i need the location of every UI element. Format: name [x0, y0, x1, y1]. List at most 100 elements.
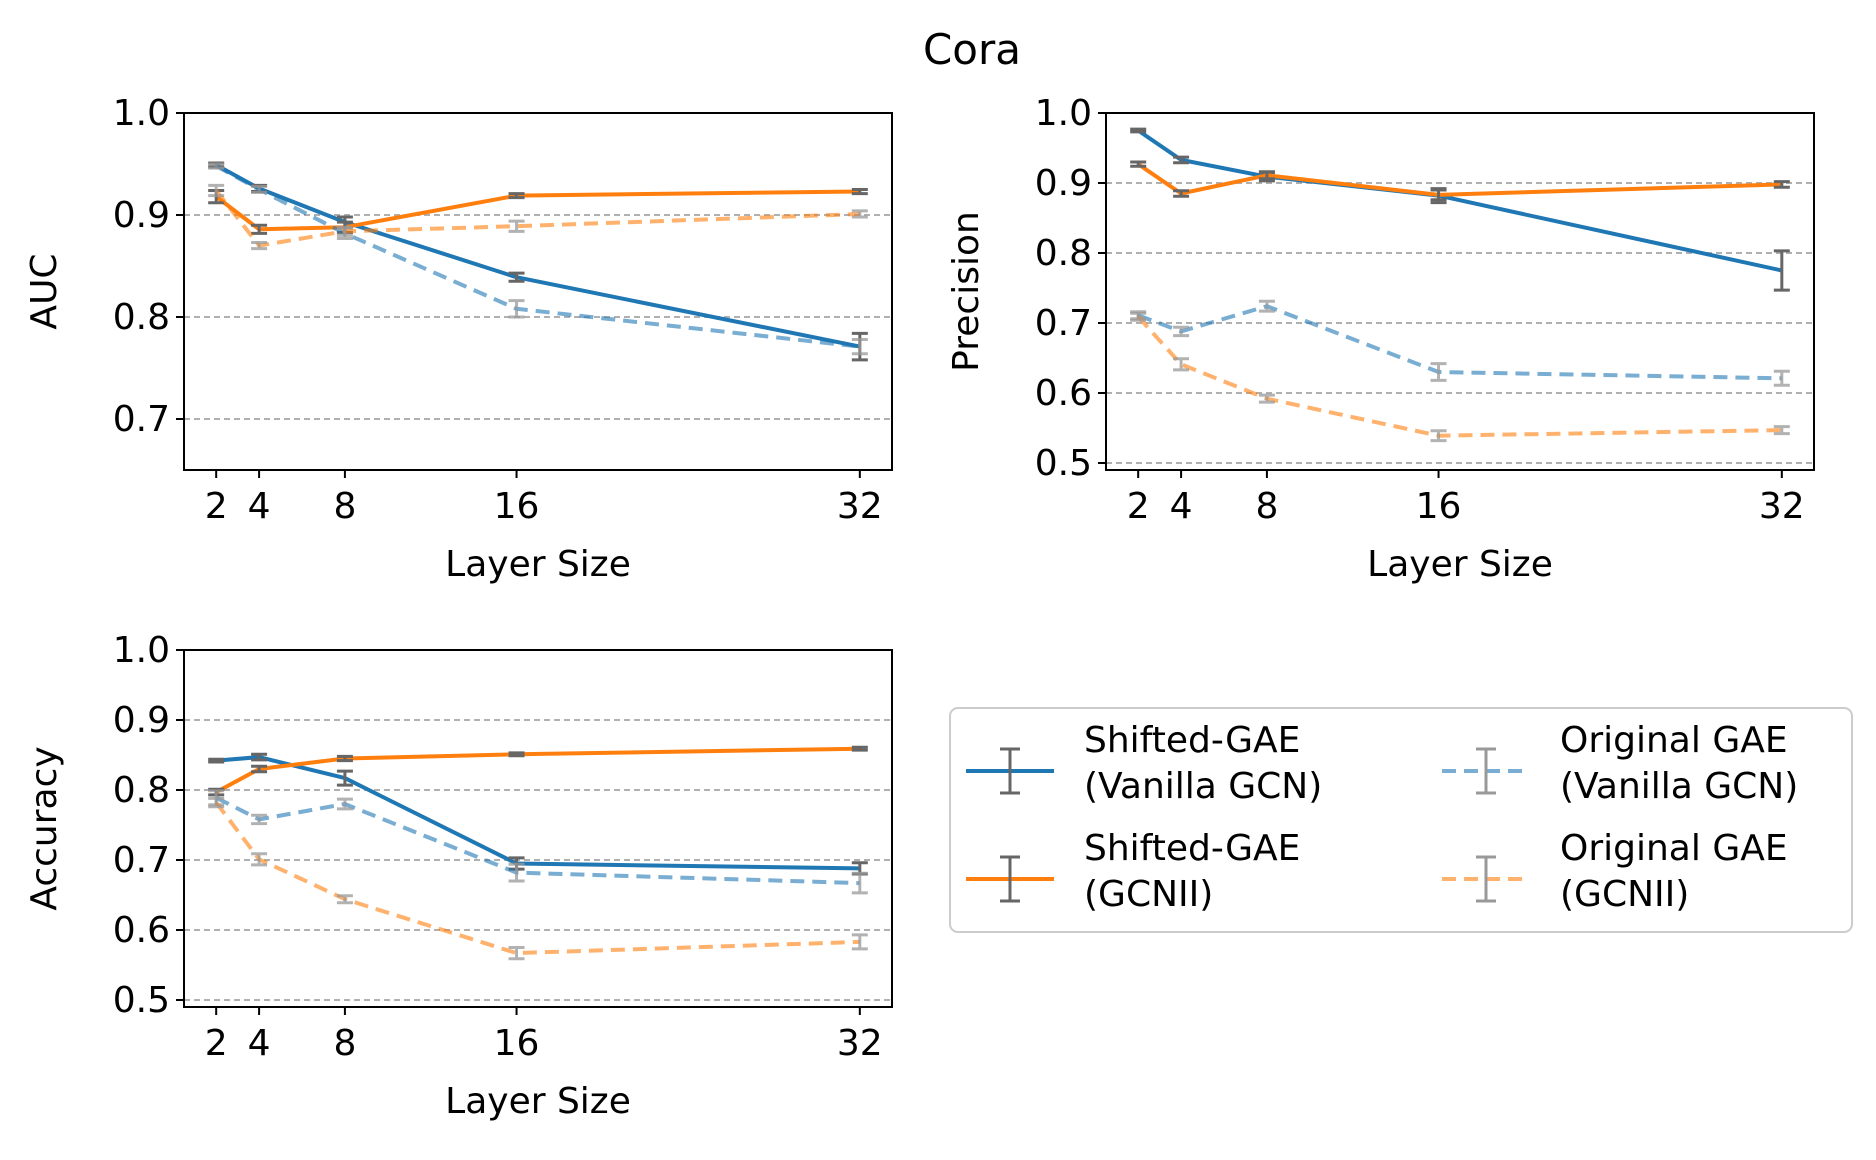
x-tick-label: 4 — [248, 486, 271, 527]
errorbar-shifted_vanilla — [1173, 155, 1190, 165]
x-tick-label: 32 — [1759, 486, 1805, 527]
errorbar-shifted_vanilla — [1130, 127, 1147, 134]
x-axis-label: Layer Size — [1367, 544, 1553, 585]
legend-handle-original_vanilla — [1442, 747, 1530, 795]
y-axis-label: AUC — [24, 253, 65, 329]
precision-panel: 0.5 0.6 0.7 0.8 0.9 1.0 2 4 8 16 32 Layer Size Preci… — [946, 93, 1815, 585]
errorbar-original_gcnii — [508, 946, 525, 961]
x-axis-label: Layer Size — [445, 544, 631, 585]
errorbar-original_gcnii — [251, 852, 268, 867]
errorbar-shifted_vanilla — [1773, 249, 1790, 292]
x-tick-label: 4 — [1170, 486, 1193, 527]
y-tick-label: 0.5 — [113, 980, 170, 1021]
accuracy-panel: 0.5 0.6 0.7 0.8 0.9 1.0 2 4 8 16 32 Layer Size Accur… — [24, 630, 893, 1122]
y-tick-label: 0.5 — [1035, 443, 1092, 484]
errorbar-original_gcnii — [1173, 357, 1190, 372]
errorbar-original_gcnii — [1773, 425, 1790, 436]
y-tick-label: 1.0 — [113, 630, 170, 671]
legend-handle-shifted_gcnii — [966, 855, 1054, 903]
errorbar-original_vanilla — [1773, 369, 1790, 387]
x-tick-label: 32 — [837, 486, 883, 527]
errorbar-original_vanilla — [336, 797, 353, 811]
errorbar-shifted_vanilla — [336, 769, 353, 787]
errorbar-original_vanilla — [508, 299, 525, 319]
errorbar-original_vanilla — [1430, 362, 1447, 382]
y-tick-label: 0.7 — [1035, 303, 1092, 344]
x-tick-label: 32 — [837, 1023, 883, 1064]
legend-entry-label-line1: Original GAE — [1560, 828, 1788, 869]
errorbar-shifted_gcnii — [1773, 180, 1790, 189]
errorbar-original_vanilla — [1173, 325, 1190, 338]
errorbar-shifted_gcnii — [1430, 188, 1447, 202]
errorbar-shifted_vanilla — [208, 757, 225, 764]
errorbar-shifted_gcnii — [508, 192, 525, 200]
x-tick-label: 4 — [248, 1023, 271, 1064]
y-tick-label: 1.0 — [113, 93, 170, 134]
legend-entry-label-line2: (GCNII) — [1084, 874, 1213, 915]
errorbar-original_gcnii — [508, 219, 525, 233]
errorbar-shifted_gcnii — [251, 223, 268, 235]
legend-handle-shifted_vanilla — [966, 747, 1054, 795]
errorbar-shifted_gcnii — [1173, 189, 1190, 198]
axes-frame — [183, 649, 893, 1008]
y-tick-label: 0.9 — [113, 195, 170, 236]
legend-entry-label-line2: (Vanilla GCN) — [1084, 766, 1322, 807]
errorbar-original_vanilla — [508, 862, 525, 883]
axes-frame — [1105, 112, 1815, 471]
y-axis-label: Precision — [946, 211, 987, 372]
auc-panel: 0.7 0.8 0.9 1.0 2 4 8 16 32 Layer Size AUC — [24, 93, 893, 585]
y-tick-label: 0.8 — [113, 770, 170, 811]
y-tick-label: 0.6 — [1035, 373, 1092, 414]
errorbar-shifted_vanilla — [251, 752, 268, 762]
figure-title: Cora — [923, 25, 1021, 74]
errorbar-original_gcnii — [208, 183, 225, 198]
legend-entry-label-line2: (Vanilla GCN) — [1560, 766, 1798, 807]
legend: Shifted-GAE (Vanilla GCN) Shifted-GAE (G… — [949, 707, 1853, 933]
errorbar-original_vanilla — [251, 813, 268, 826]
x-tick-label: 8 — [333, 1023, 356, 1064]
x-tick-label: 2 — [1127, 486, 1150, 527]
y-tick-label: 0.8 — [1035, 233, 1092, 274]
errorbar-shifted_gcnii — [508, 751, 525, 758]
x-tick-label: 8 — [333, 486, 356, 527]
errorbar-original_gcnii — [336, 225, 353, 237]
errorbar-shifted_gcnii — [251, 764, 268, 774]
y-tick-label: 0.9 — [113, 700, 170, 741]
errorbar-original_gcnii — [251, 241, 268, 251]
errorbar-shifted_gcnii — [1130, 160, 1147, 168]
errorbar-original_vanilla — [1258, 299, 1275, 313]
x-tick-label: 16 — [1416, 486, 1462, 527]
legend-handle-original_gcnii — [1442, 855, 1530, 903]
y-tick-label: 0.7 — [113, 399, 170, 440]
legend-entry-label-line1: Shifted-GAE — [1084, 828, 1300, 869]
errorbar-original_vanilla — [251, 184, 268, 195]
x-tick-label: 2 — [205, 1023, 228, 1064]
errorbar-original_gcnii — [1258, 393, 1275, 404]
legend-entry-label-line1: Shifted-GAE — [1084, 720, 1300, 761]
errorbar-original_gcnii — [336, 894, 353, 905]
legend-handles — [966, 747, 1530, 903]
errorbar-original_vanilla — [208, 162, 225, 170]
y-axis-label: Accuracy — [24, 746, 65, 910]
y-tick-label: 0.7 — [113, 840, 170, 881]
errorbar-original_gcnii — [1430, 429, 1447, 443]
y-tick-label: 1.0 — [1035, 93, 1092, 134]
errorbar-original_gcnii — [851, 209, 868, 219]
x-tick-label: 16 — [494, 486, 540, 527]
errorbar-shifted_gcnii — [851, 745, 868, 752]
legend-entry-label-line2: (GCNII) — [1560, 874, 1689, 915]
legend-frame — [949, 707, 1853, 933]
errorbar-original_gcnii — [1130, 311, 1147, 322]
errorbar-shifted_gcnii — [1258, 170, 1275, 181]
x-axis-label: Layer Size — [445, 1081, 631, 1122]
errorbar-original_gcnii — [851, 933, 868, 951]
x-tick-label: 2 — [205, 486, 228, 527]
errorbar-original_vanilla — [851, 337, 868, 356]
errorbar-shifted_gcnii — [336, 754, 353, 763]
errorbar-shifted_vanilla — [508, 271, 525, 283]
errorbar-original_vanilla — [851, 871, 868, 895]
errorbar-shifted_gcnii — [851, 188, 868, 196]
y-tick-label: 0.8 — [113, 297, 170, 338]
